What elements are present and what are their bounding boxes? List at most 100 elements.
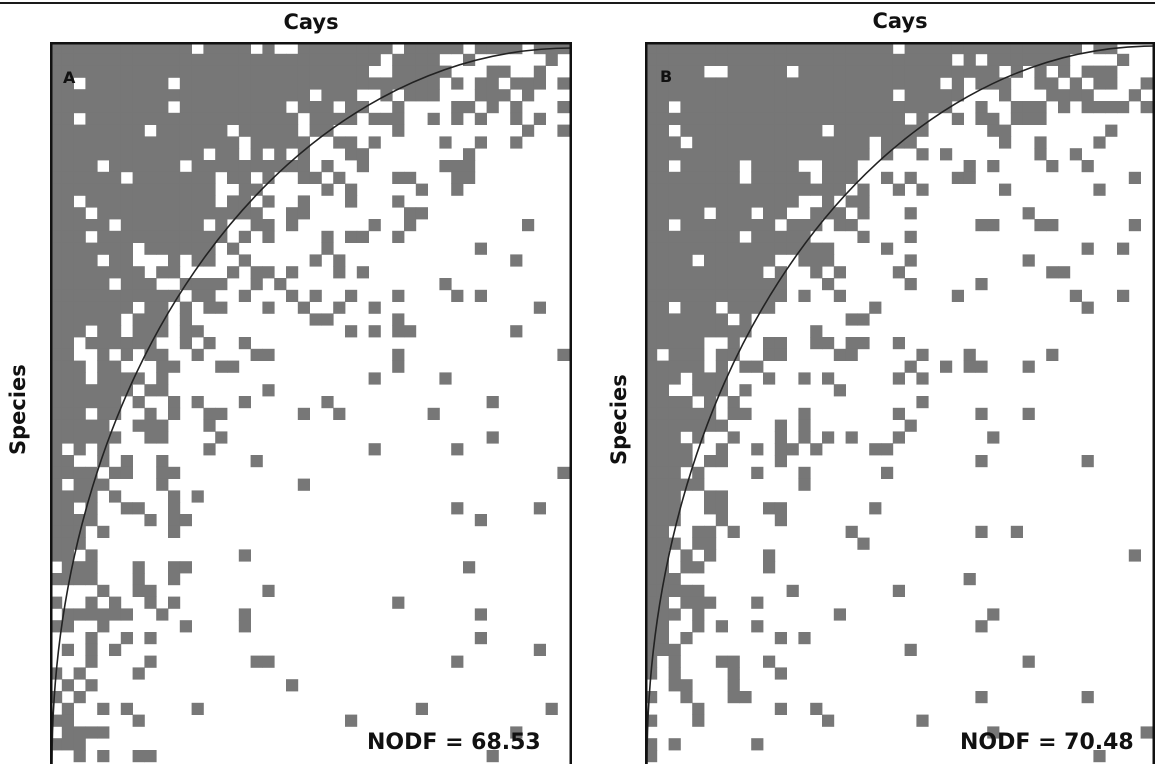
matrix-cell	[109, 148, 122, 161]
matrix-cell	[61, 101, 74, 114]
matrix-cell	[321, 112, 334, 125]
matrix-cell	[668, 195, 681, 208]
matrix-cell	[975, 407, 988, 420]
matrix-cell	[656, 266, 669, 279]
matrix-cell	[321, 42, 334, 55]
matrix-cell	[704, 537, 717, 550]
matrix-cell	[73, 325, 86, 338]
matrix-cell	[715, 419, 728, 432]
matrix-cell	[356, 65, 369, 78]
matrix-cell	[50, 136, 63, 149]
matrix-cell	[191, 278, 204, 291]
matrix-cell	[763, 65, 776, 78]
matrix-cell	[392, 195, 405, 208]
matrix-cell	[1081, 101, 1094, 114]
matrix-cell	[97, 230, 110, 243]
matrix-cell	[668, 325, 681, 338]
matrix-cell	[474, 632, 487, 645]
matrix-cell	[739, 42, 752, 55]
matrix-cell	[144, 584, 157, 597]
matrix-cell	[704, 42, 717, 55]
matrix-cell	[798, 632, 811, 645]
matrix-cell	[881, 101, 894, 114]
matrix-cell	[297, 195, 310, 208]
matrix-cell	[415, 42, 428, 55]
matrix-cell	[692, 266, 705, 279]
matrix-cell	[179, 207, 192, 220]
matrix-cell	[109, 254, 122, 267]
matrix-cell	[120, 77, 133, 90]
matrix-cell	[1034, 65, 1047, 78]
matrix-cell	[50, 490, 63, 503]
matrix-cell	[61, 77, 74, 90]
matrix-cell	[392, 77, 405, 90]
matrix-cell	[309, 65, 322, 78]
matrix-cell	[727, 42, 740, 55]
matrix-cell	[739, 77, 752, 90]
matrix-cell	[704, 525, 717, 538]
matrix-cell	[61, 242, 74, 255]
matrix-cell	[904, 643, 917, 656]
matrix-cell	[645, 608, 658, 621]
matrix-cell	[668, 478, 681, 491]
matrix-cell	[191, 136, 204, 149]
matrix-cell	[132, 313, 145, 326]
matrix-cell	[774, 136, 787, 149]
matrix-cell	[881, 42, 894, 55]
matrix-cell	[680, 89, 693, 102]
matrix-cell	[715, 514, 728, 527]
matrix-cell	[798, 407, 811, 420]
matrix-cell	[727, 396, 740, 409]
matrix-cell	[274, 136, 287, 149]
matrix-cell	[321, 396, 334, 409]
matrix-cell	[97, 101, 110, 114]
matrix-cell	[692, 313, 705, 326]
matrix-cell	[751, 65, 764, 78]
matrix-cell	[704, 89, 717, 102]
matrix-cell	[227, 360, 240, 373]
matrix-cell	[963, 65, 976, 78]
matrix-cell	[73, 254, 86, 267]
matrix-cell	[833, 136, 846, 149]
matrix-cell	[250, 655, 263, 668]
matrix-cell	[869, 124, 882, 137]
matrix-cell	[656, 490, 669, 503]
matrix-cell	[73, 726, 86, 739]
matrix-cell	[739, 289, 752, 302]
matrix-cell	[645, 337, 658, 350]
matrix-cell	[179, 242, 192, 255]
matrix-cell	[61, 348, 74, 361]
matrix-cell	[109, 466, 122, 479]
matrix-cell	[763, 655, 776, 668]
matrix-cell	[215, 65, 228, 78]
matrix-cell	[645, 53, 658, 66]
matrix-cell	[763, 219, 776, 232]
matrix-cell	[120, 348, 133, 361]
matrix-cell	[810, 443, 823, 456]
matrix-cell	[179, 148, 192, 161]
matrix-cell	[50, 337, 63, 350]
matrix-cell	[904, 53, 917, 66]
matrix-cell	[61, 702, 74, 715]
matrix-cell	[109, 124, 122, 137]
matrix-cell	[132, 337, 145, 350]
matrix-cell	[533, 77, 546, 90]
matrix-cell	[810, 136, 823, 149]
matrix-cell	[715, 77, 728, 90]
matrix-cell	[557, 348, 570, 361]
matrix-cell	[786, 242, 799, 255]
matrix-cell	[798, 372, 811, 385]
matrix-cell	[715, 455, 728, 468]
matrix-cell	[61, 301, 74, 314]
matrix-cell	[951, 65, 964, 78]
matrix-cell	[715, 655, 728, 668]
matrix-cell	[680, 691, 693, 704]
matrix-cell	[1010, 525, 1023, 538]
matrix-cell	[940, 101, 953, 114]
matrix-cell	[120, 502, 133, 515]
matrix-cell	[50, 514, 63, 527]
matrix-cell	[156, 42, 169, 55]
matrix-cell	[822, 89, 835, 102]
matrix-cell	[451, 502, 464, 515]
matrix-cell	[227, 42, 240, 55]
